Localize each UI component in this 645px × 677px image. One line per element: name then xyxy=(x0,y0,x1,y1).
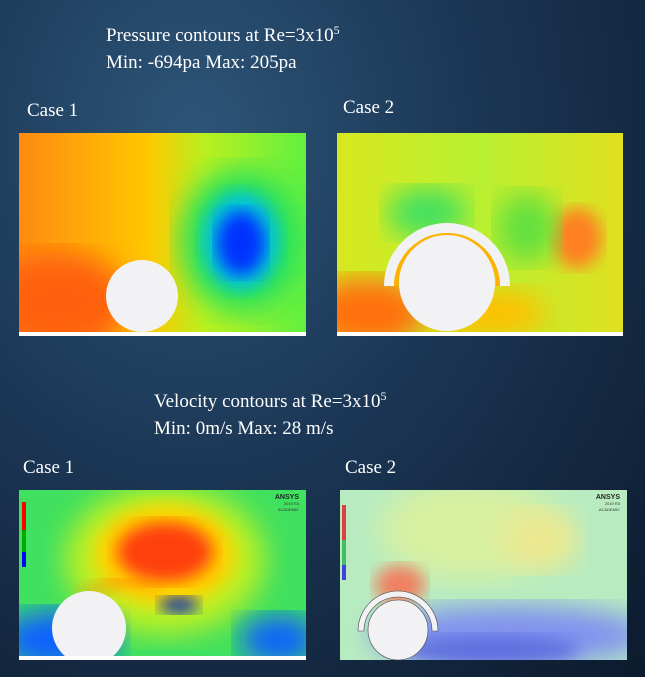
velocity-exponent: 5 xyxy=(380,389,387,403)
velocity-heading: Velocity contours at Re=3x105 xyxy=(154,390,387,414)
ansys-logo: ANSYS xyxy=(275,494,299,501)
pressure-heading: Pressure contours at Re=3x105 xyxy=(106,24,340,48)
pressure-exponent: 5 xyxy=(333,23,340,37)
pressure-title: Pressure contours at Re=3x10 xyxy=(106,25,334,46)
case-label: Case 2 xyxy=(345,457,397,478)
pressure-contour-case-1 xyxy=(19,133,306,336)
velocity-contour-case-1: ANSYS 2019 R3 ACADEMIC xyxy=(19,490,306,660)
velocity-range: Min: 0m/s Max: 28 m/s xyxy=(154,418,334,439)
ansys-logo: ANSYS xyxy=(596,494,620,501)
case-label: Case 1 xyxy=(27,100,79,121)
case-label: Case 1 xyxy=(23,457,75,478)
case-label: Case 2 xyxy=(343,97,395,118)
velocity-title: Velocity contours at Re=3x10 xyxy=(154,391,381,412)
ansys-edition: ACADEMIC xyxy=(278,507,299,512)
ansys-version: 2019 R3 xyxy=(284,501,300,506)
velocity-contour-case-2: ANSYS 2019 R3 ACADEMIC xyxy=(340,490,627,660)
ansys-edition: ACADEMIC xyxy=(599,507,620,512)
pressure-range: Min: -694pa Max: 205pa xyxy=(106,52,297,73)
pressure-contour-case-2 xyxy=(337,133,623,336)
ansys-version: 2019 R3 xyxy=(605,501,621,506)
